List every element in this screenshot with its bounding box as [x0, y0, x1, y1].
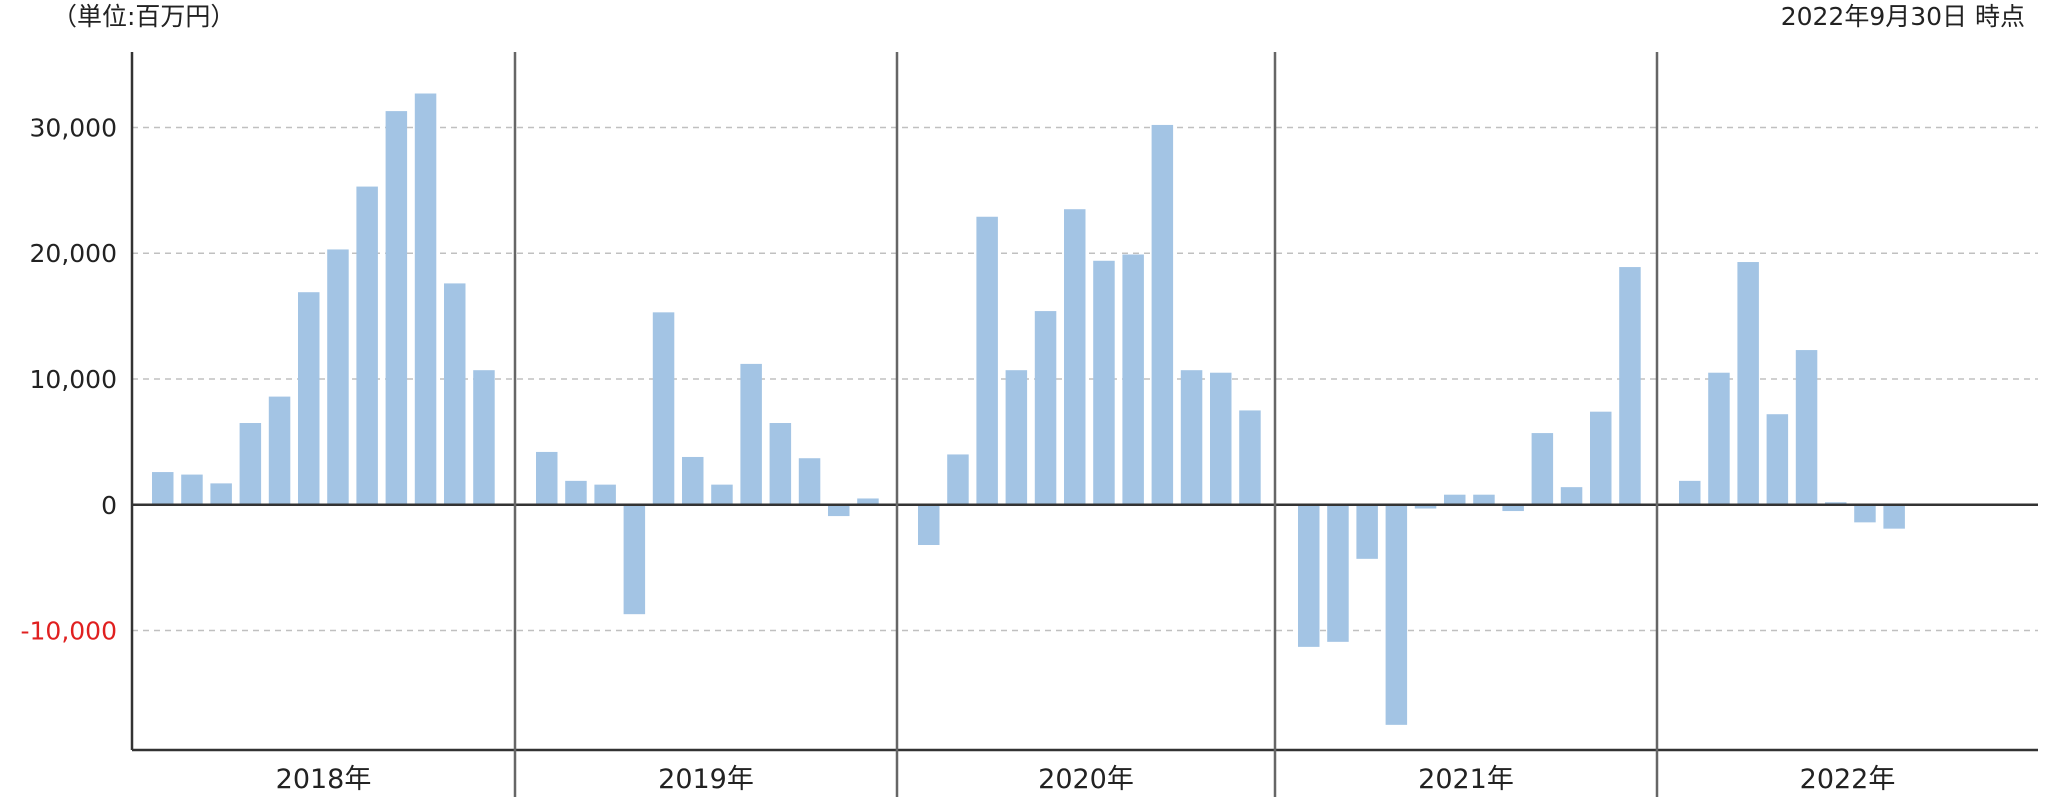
bar: [740, 363, 762, 505]
bar: [1180, 370, 1203, 505]
bar: [1473, 494, 1495, 505]
bar: [1444, 494, 1466, 505]
bar: [828, 504, 850, 517]
bar: [947, 454, 969, 505]
bar: [1414, 504, 1437, 509]
bar: [152, 472, 174, 505]
bar: [1679, 480, 1701, 505]
bar: [1298, 504, 1320, 647]
bar: [1093, 260, 1115, 505]
bar: [1356, 504, 1378, 559]
bar: [1708, 372, 1730, 505]
bar: [1327, 504, 1349, 642]
bar: [769, 423, 792, 505]
category-label: 2018年: [276, 764, 372, 795]
bar: [268, 396, 291, 505]
as-of-date-label: 2022年9月30日 時点: [1781, 2, 2025, 31]
category-label: 2022年: [1800, 764, 1896, 795]
category-label: 2021年: [1418, 764, 1514, 795]
bar: [1005, 370, 1028, 505]
bar: [385, 111, 408, 505]
y-tick-labels: 30,000 20,000 10,000 0 -10,000: [21, 113, 118, 645]
bar: [1883, 504, 1905, 529]
bar: [1034, 311, 1057, 505]
bar: [473, 370, 495, 505]
category-label: 2019年: [658, 764, 754, 795]
y-tick-label: 10,000: [30, 365, 117, 394]
bar: [1122, 254, 1144, 505]
bars: [152, 93, 1905, 725]
bar: [594, 484, 616, 505]
y-tick-label: -10,000: [21, 617, 118, 646]
bar: [976, 216, 998, 505]
bar: [327, 249, 349, 505]
bar: [1766, 414, 1789, 505]
bar: [1531, 433, 1554, 505]
category-label: 2020年: [1038, 764, 1134, 795]
axes: [130, 52, 2038, 797]
bar: [1560, 487, 1583, 505]
bar: [798, 458, 821, 505]
bar: [356, 186, 378, 505]
bar: [1210, 372, 1232, 505]
bar: [298, 292, 320, 505]
unit-label: （単位:百万円）: [52, 2, 235, 31]
y-tick-label: 0: [101, 491, 117, 520]
bar: [565, 480, 587, 505]
bar: [918, 504, 940, 546]
y-tick-label: 20,000: [30, 239, 117, 268]
bar: [1385, 504, 1408, 725]
bar: [1064, 209, 1086, 505]
bar: [857, 498, 879, 505]
bar: [1239, 410, 1261, 505]
bar: [1795, 350, 1818, 505]
bar: [623, 504, 646, 615]
bar: [1737, 262, 1759, 505]
bar: [1619, 267, 1641, 505]
bar: [682, 456, 704, 505]
bar: [1825, 502, 1847, 505]
bar: [414, 93, 437, 505]
bar: [1590, 411, 1612, 505]
bar: [1854, 504, 1876, 523]
bar: [239, 423, 262, 505]
category-labels: 2018年 2019年 2020年 2021年 2022年: [276, 764, 1896, 795]
bar: [536, 451, 558, 505]
bar: [181, 474, 203, 505]
bar: [711, 484, 733, 505]
y-tick-label: 30,000: [30, 113, 117, 142]
bar: [1151, 124, 1174, 505]
bar: [1502, 504, 1524, 512]
bar: [652, 312, 675, 505]
bar: [444, 283, 466, 505]
bar: [210, 483, 232, 505]
